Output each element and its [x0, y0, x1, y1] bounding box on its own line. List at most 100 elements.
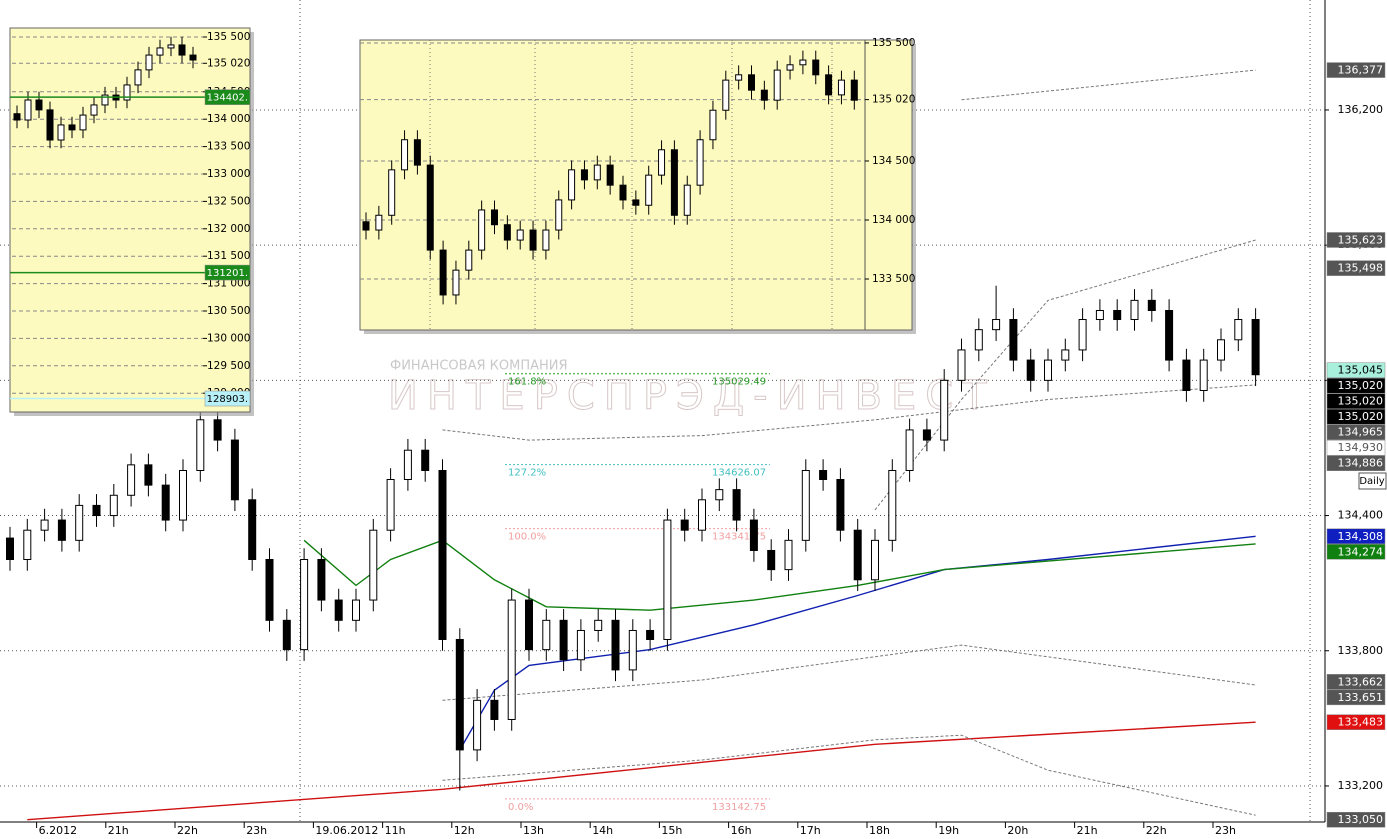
price-tag — [204, 390, 251, 407]
candle-body — [905, 429, 914, 471]
candle-body — [265, 558, 274, 621]
candle-body — [683, 184, 691, 216]
candle-body — [853, 529, 862, 581]
candle-body — [213, 419, 222, 441]
fib-level-label: 161.8% — [508, 377, 546, 388]
candle-body — [413, 139, 421, 166]
candle-body — [57, 519, 66, 541]
candle-body — [1217, 339, 1225, 361]
price-tag — [1326, 455, 1386, 471]
candle-body — [801, 469, 810, 541]
candle-body — [40, 519, 49, 531]
y-tick-label: 133 500 — [207, 141, 250, 153]
candle-body — [35, 99, 43, 111]
candle-body — [1182, 359, 1191, 391]
price-tag-label: 135,020 — [1338, 410, 1384, 423]
candle-body — [1113, 310, 1122, 321]
candle-body — [13, 113, 21, 121]
price-tag — [1326, 362, 1386, 378]
candle-body — [525, 599, 533, 651]
candle-body — [23, 529, 32, 560]
x-tick-label: 23h — [1215, 824, 1236, 837]
candle-body — [123, 84, 131, 101]
price-tag-label: 134,274 — [1338, 545, 1384, 558]
price-tag-label: 135,020 — [1338, 395, 1384, 408]
x-tick-label: 22h — [177, 824, 198, 837]
candle-body — [786, 64, 794, 71]
y-tick-label: 135 020 — [207, 57, 250, 69]
candle-body — [799, 59, 807, 66]
candle-body — [888, 469, 897, 541]
candle-body — [134, 69, 142, 86]
period-box — [1358, 472, 1387, 490]
price-tag — [204, 89, 251, 105]
candle-body — [465, 249, 473, 271]
price-tag-label: 136,377 — [1338, 64, 1384, 77]
candle-body — [709, 109, 717, 141]
candle-body — [127, 464, 136, 496]
x-tick-label: 23h — [246, 824, 267, 837]
candle-body — [606, 164, 614, 186]
y-tick-label: 134,400 — [1338, 509, 1384, 522]
x-tick-label: 13h — [523, 824, 544, 837]
price-tag — [1326, 393, 1386, 409]
candle-body — [773, 69, 781, 101]
watermark-small: ФИНАНСОВАЯ КОМПАНИЯ — [390, 359, 568, 374]
candle-body — [715, 489, 724, 501]
x-tick-label: 15h — [661, 824, 682, 837]
price-tag-label: 134,930 — [1338, 441, 1384, 454]
candle-body — [1026, 359, 1035, 381]
candle-body — [555, 199, 563, 231]
candle-body — [732, 489, 741, 521]
candle-body — [611, 619, 620, 671]
candle-body — [68, 124, 76, 131]
price-tag — [1326, 424, 1386, 440]
fib-level-label: 100.0% — [508, 532, 546, 543]
price-tag-label: 135,020 — [1338, 379, 1384, 392]
price-tag-label: 128903. — [207, 394, 248, 405]
candle-body — [362, 221, 370, 231]
candle-body — [161, 484, 170, 521]
candle-body — [698, 499, 706, 531]
candle-body — [658, 149, 666, 176]
candle-body — [75, 504, 84, 541]
candle-body — [670, 149, 678, 216]
candle-body — [992, 319, 1001, 331]
candle-body — [568, 169, 576, 201]
candle-body — [79, 114, 87, 131]
candle-body — [619, 184, 627, 201]
y-tick-label: 131 000 — [207, 278, 250, 290]
watermark: ИНТЕРСПРЭД-ИНВЕСТ — [388, 373, 996, 419]
candle-body — [452, 269, 460, 296]
x-tick-label: 14h — [592, 824, 613, 837]
x-tick-label: 17h — [800, 824, 821, 837]
price-tag — [1326, 528, 1386, 545]
y-tick-label: 133 500 — [872, 273, 915, 285]
candle-body — [516, 229, 524, 241]
candle-body — [680, 519, 689, 531]
y-tick-label: 133 000 — [207, 168, 250, 180]
x-tick-label: 22h — [1146, 824, 1167, 837]
candle-body — [375, 214, 383, 231]
y-tick-label: 130 500 — [207, 305, 250, 317]
candle-body — [439, 249, 447, 296]
candle-body — [386, 479, 395, 531]
y-tick-label: 135 500 — [872, 37, 915, 49]
candle-body — [957, 349, 966, 381]
candle-body — [696, 139, 704, 186]
price-tag-label: 135,623 — [1338, 233, 1384, 246]
candle-body — [819, 469, 828, 481]
candle-body — [144, 464, 153, 486]
candle-body — [300, 558, 309, 651]
fib-price-label: 133142.75 — [712, 802, 766, 813]
fib-level-label: 127.2% — [508, 468, 546, 479]
candle-body — [812, 59, 820, 76]
candle-body — [922, 429, 931, 441]
candle-body — [645, 174, 653, 206]
price-tag — [1326, 232, 1386, 248]
candle-body — [189, 54, 197, 61]
candle-body — [403, 449, 412, 481]
y-tick-label: 132 000 — [207, 223, 250, 235]
